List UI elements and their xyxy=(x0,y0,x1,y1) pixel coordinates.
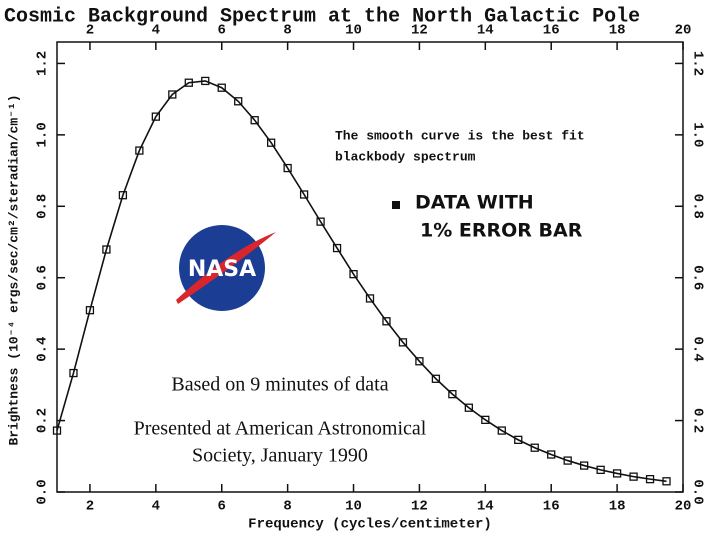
data-point xyxy=(382,317,391,326)
y-tick-label: 1.2 xyxy=(35,51,51,76)
x-tick-label: 10 xyxy=(345,499,362,515)
fit-note: The smooth curve is the best fit xyxy=(335,128,585,143)
x-tick-label: 12 xyxy=(411,499,428,515)
x-tick-label-top: 12 xyxy=(411,23,428,39)
x-tick-label: 2 xyxy=(86,499,94,515)
y-tick-label-right: 0.6 xyxy=(689,265,705,290)
x-tick-label-top: 4 xyxy=(152,23,160,39)
data-point xyxy=(481,415,490,425)
presented-note: Society, January 1990 xyxy=(192,445,368,467)
data-point xyxy=(662,477,671,486)
data-point xyxy=(448,389,457,399)
data-point xyxy=(299,190,309,199)
y-tick-label-right: 1.0 xyxy=(689,122,705,147)
y-tick-label-right: 0.0 xyxy=(689,479,705,504)
y-tick-label-right: 0.2 xyxy=(689,408,705,433)
nasa-logo: NASA xyxy=(176,225,276,311)
y-axis-label: Brightness (10⁻⁴ ergs/sec/cm²/steradian/… xyxy=(6,94,21,445)
y-tick-label: 0.0 xyxy=(35,479,51,504)
y-tick-label: 1.0 xyxy=(35,122,51,147)
y-tick-label-right: 0.4 xyxy=(689,337,705,362)
data-point xyxy=(349,269,358,279)
data-point xyxy=(530,443,539,452)
presented-note: Presented at American Astronomical xyxy=(134,418,427,440)
x-tick-label-top: 8 xyxy=(283,23,291,39)
x-tick-label: 14 xyxy=(477,499,494,515)
data-point xyxy=(85,306,95,315)
data-point xyxy=(563,456,572,465)
x-tick-label-top: 6 xyxy=(218,23,226,39)
x-tick-label-top: 10 xyxy=(345,23,362,39)
data-point xyxy=(415,357,424,366)
legend-marker xyxy=(392,201,400,209)
data-point xyxy=(283,163,292,173)
data-point xyxy=(612,469,622,478)
y-tick-label: 0.2 xyxy=(35,408,51,433)
data-point xyxy=(497,426,506,435)
x-tick-label: 8 xyxy=(283,499,291,515)
y-tick-label-right: 1.2 xyxy=(689,51,705,76)
data-point xyxy=(102,245,111,254)
data-point xyxy=(234,97,243,106)
fit-note: blackbody spectrum xyxy=(335,149,476,164)
data-point xyxy=(69,368,78,378)
data-point xyxy=(135,146,144,155)
x-tick-label-top: 14 xyxy=(477,23,494,39)
data-point xyxy=(332,243,342,253)
x-tick-label: 18 xyxy=(609,499,626,515)
data-point xyxy=(629,472,638,481)
data-point xyxy=(398,338,408,347)
x-axis-label: Frequency (cycles/centimeter) xyxy=(248,517,492,533)
data-point xyxy=(217,83,226,92)
data-point xyxy=(250,116,259,125)
duration-note: Based on 9 minutes of data xyxy=(171,374,388,396)
data-point xyxy=(52,426,62,435)
x-tick-label: 4 xyxy=(152,499,160,515)
data-point xyxy=(267,138,276,147)
x-tick-label-top: 20 xyxy=(675,23,692,39)
x-tick-label: 20 xyxy=(675,499,692,515)
logo-text: NASA xyxy=(188,257,256,282)
data-point xyxy=(118,191,128,200)
data-point xyxy=(184,78,193,87)
logo-swoosh xyxy=(176,232,276,304)
y-tick-label: 0.6 xyxy=(35,265,51,290)
plot-frame xyxy=(56,41,684,493)
x-tick-label-top: 16 xyxy=(543,23,560,39)
data-point xyxy=(365,294,375,303)
data-point xyxy=(151,112,160,121)
y-tick-label-right: 0.8 xyxy=(689,194,705,219)
data-point xyxy=(645,474,655,484)
y-tick-label: 0.8 xyxy=(35,194,51,219)
x-tick-label: 6 xyxy=(218,499,226,515)
data-point xyxy=(464,403,473,412)
data-point xyxy=(168,90,177,99)
data-point xyxy=(431,374,441,383)
data-point xyxy=(514,435,523,445)
data-point xyxy=(580,461,589,470)
chart-title: Cosmic Background Spectrum at the North … xyxy=(4,5,640,28)
x-tick-label-top: 2 xyxy=(86,23,94,39)
legend-label: 1% ERROR BAR xyxy=(420,220,583,242)
data-point xyxy=(596,465,605,475)
data-point xyxy=(547,450,556,459)
x-tick-label-top: 18 xyxy=(609,23,626,39)
data-point xyxy=(201,76,210,86)
y-tick-label: 0.4 xyxy=(35,337,51,362)
legend-label: DATA WITH xyxy=(415,192,534,214)
x-tick-label: 16 xyxy=(543,499,560,515)
data-point xyxy=(316,217,325,226)
